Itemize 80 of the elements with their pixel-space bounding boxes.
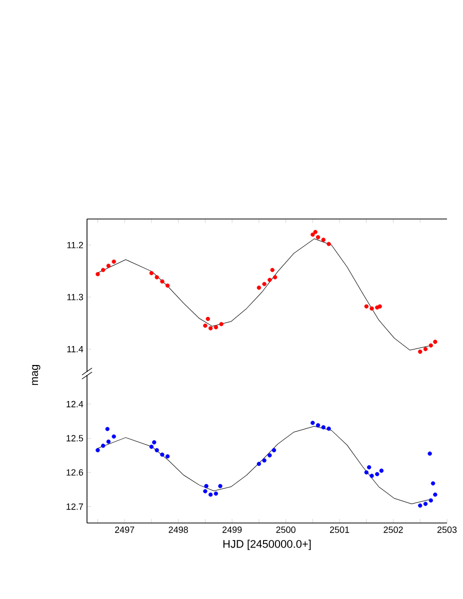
point bbox=[152, 440, 156, 444]
point bbox=[370, 306, 374, 311]
point bbox=[316, 423, 320, 428]
point bbox=[203, 324, 208, 328]
y-tick-label: 12.4 bbox=[66, 400, 84, 408]
point bbox=[208, 326, 213, 330]
point bbox=[379, 468, 384, 473]
point bbox=[430, 481, 436, 486]
y-tick-label: 12.6 bbox=[66, 469, 84, 476]
point bbox=[370, 474, 374, 478]
point bbox=[326, 242, 331, 246]
point bbox=[112, 260, 116, 264]
y-tick-label: 11.2 bbox=[67, 242, 84, 248]
point bbox=[375, 472, 380, 476]
point bbox=[256, 286, 262, 290]
point bbox=[96, 448, 100, 452]
point bbox=[326, 426, 331, 431]
point bbox=[428, 343, 433, 348]
point bbox=[321, 425, 326, 430]
point bbox=[316, 235, 320, 240]
point bbox=[433, 340, 438, 344]
x-axis-title: HJD [2450000.0+] bbox=[223, 540, 311, 550]
point bbox=[204, 484, 208, 488]
x-tick-label: 2502 bbox=[384, 526, 403, 533]
point bbox=[423, 502, 428, 506]
point bbox=[272, 275, 278, 280]
x-tick-label: 2497 bbox=[115, 526, 134, 533]
point bbox=[154, 448, 159, 452]
point bbox=[262, 282, 266, 286]
point bbox=[423, 347, 428, 352]
point bbox=[206, 316, 210, 322]
point bbox=[262, 458, 266, 463]
point bbox=[208, 492, 213, 497]
point bbox=[105, 426, 110, 432]
point bbox=[310, 232, 315, 237]
y-axis-title: mag bbox=[32, 365, 40, 385]
point bbox=[428, 452, 432, 456]
x-tick-label: 2503 bbox=[437, 526, 457, 533]
point bbox=[160, 452, 164, 457]
point bbox=[96, 272, 100, 276]
point bbox=[272, 448, 276, 452]
point bbox=[160, 279, 164, 284]
point bbox=[101, 268, 106, 272]
y-tick-label: 12.5 bbox=[66, 435, 84, 442]
point bbox=[418, 503, 422, 508]
y-tick-label: 11.3 bbox=[67, 294, 84, 300]
point bbox=[112, 434, 116, 439]
x-tick-label: 2498 bbox=[168, 526, 188, 533]
point bbox=[149, 444, 154, 449]
point bbox=[321, 238, 326, 242]
y-tick-label: 12.7 bbox=[66, 503, 84, 510]
point bbox=[154, 275, 159, 280]
point bbox=[270, 268, 274, 272]
point bbox=[366, 465, 372, 470]
point bbox=[214, 325, 218, 330]
point bbox=[214, 492, 218, 496]
point bbox=[149, 271, 154, 276]
point bbox=[203, 489, 208, 494]
point bbox=[219, 322, 224, 326]
point bbox=[165, 284, 170, 288]
point bbox=[106, 264, 111, 268]
point bbox=[364, 304, 369, 309]
point bbox=[310, 420, 315, 425]
point bbox=[165, 454, 170, 458]
point bbox=[106, 440, 111, 444]
y-tick-label: 11.4 bbox=[67, 346, 84, 352]
point bbox=[428, 498, 433, 503]
x-tick-label: 2501 bbox=[330, 526, 350, 533]
point bbox=[268, 278, 272, 282]
point bbox=[218, 484, 222, 488]
x-tick-label: 2499 bbox=[222, 526, 242, 533]
point bbox=[433, 492, 438, 497]
point bbox=[418, 350, 422, 354]
point bbox=[268, 453, 272, 458]
point bbox=[378, 304, 382, 309]
point bbox=[313, 230, 318, 234]
point bbox=[256, 462, 262, 466]
point bbox=[101, 444, 106, 448]
x-tick-label: 2500 bbox=[276, 526, 296, 533]
point bbox=[364, 470, 369, 475]
